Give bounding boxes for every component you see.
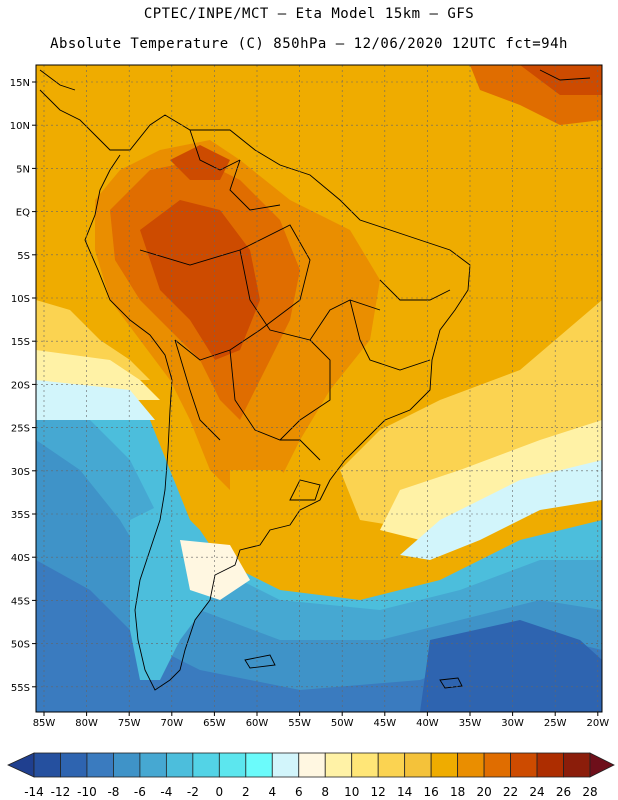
colorbar-swatch xyxy=(86,752,114,778)
colorbar-swatch xyxy=(218,752,247,778)
lon-tick-label: 40W xyxy=(416,718,439,729)
colorbar-tick-label: 18 xyxy=(450,785,465,799)
colorbar-tick-label: -14 xyxy=(24,785,44,799)
colorbar-tick-label: 24 xyxy=(529,785,544,799)
colorbar-tick-label: 10 xyxy=(344,785,359,799)
title-line-2: Absolute Temperature (C) 850hPa – 12/06/… xyxy=(50,36,568,52)
colorbar-tick-label: 0 xyxy=(216,785,224,799)
colorbar-swatch xyxy=(165,752,194,778)
lon-tick-label: 25W xyxy=(544,718,567,729)
lat-tick-label: 50S xyxy=(11,640,30,651)
lat-tick-label: 10N xyxy=(10,121,30,132)
colorbar-tick-label: 6 xyxy=(295,785,303,799)
lat-tick-label: 5S xyxy=(17,251,30,262)
colorbar-tick-label: 16 xyxy=(424,785,439,799)
colorbar-tick-label: -6 xyxy=(134,785,146,799)
lon-tick-label: 85W xyxy=(33,718,56,729)
colorbar-swatch xyxy=(404,752,432,778)
lon-tick-label: 45W xyxy=(373,718,396,729)
colorbar-swatch xyxy=(139,752,167,778)
title-line-1: CPTEC/INPE/MCT – Eta Model 15km – GFS xyxy=(143,6,475,22)
colorbar-swatch xyxy=(510,752,538,778)
colorbar-swatch xyxy=(536,752,564,778)
colorbar-tick-label: 2 xyxy=(242,785,250,799)
lon-tick-label: 20W xyxy=(586,718,609,729)
lat-tick-label: 35S xyxy=(11,510,30,521)
lon-tick-label: 55W xyxy=(288,718,311,729)
colorbar-swatch xyxy=(298,752,326,778)
lon-tick-label: 50W xyxy=(331,718,354,729)
colorbar-swatch xyxy=(113,752,141,778)
colorbar-tick-label: 14 xyxy=(397,785,412,799)
lat-tick-label: 55S xyxy=(11,683,30,694)
colorbar-min-arrow xyxy=(7,752,35,778)
colorbar-tick-label: 8 xyxy=(321,785,329,799)
longitude-axis: 85W 80W 75W 70W 65W 60W 55W 50W 45W 40W 35W 30W 25W 2… xyxy=(33,712,609,729)
colorbar-swatch xyxy=(271,752,300,778)
lat-tick-label: EQ xyxy=(16,208,30,219)
colorbar-swatch xyxy=(563,752,591,778)
colorbar-swatch xyxy=(192,752,220,778)
colorbar-tick-label: -10 xyxy=(77,785,97,799)
colorbar-tick-label: 22 xyxy=(503,785,518,799)
colorbar-tick-label: -8 xyxy=(107,785,119,799)
lat-tick-label: 10S xyxy=(11,294,30,305)
colorbar-max-arrow xyxy=(589,752,615,778)
colorbar-tick-label: 20 xyxy=(476,785,491,799)
lon-tick-label: 80W xyxy=(75,718,98,729)
lon-tick-label: 60W xyxy=(246,718,269,729)
colorbar-tick-label: -2 xyxy=(187,785,199,799)
latitude-axis: 15N 10N 5N EQ 5S 10S 15S 20S 25S 30S 35S 40S 45S 50S 5… xyxy=(10,78,36,694)
lat-tick-label: 15S xyxy=(11,337,30,348)
colorbar-tick-label: -4 xyxy=(160,785,172,799)
colorbar-tick-label: 4 xyxy=(268,785,276,799)
lon-tick-label: 30W xyxy=(501,718,524,729)
colorbar-swatch xyxy=(33,752,61,778)
colorbar-swatch xyxy=(60,752,88,778)
colorbar-swatch xyxy=(483,752,511,778)
graticule xyxy=(36,65,602,712)
lon-tick-label: 75W xyxy=(118,718,141,729)
colorbar-swatch xyxy=(324,752,353,778)
lat-tick-label: 45S xyxy=(11,596,30,607)
colorbar-swatch xyxy=(377,752,406,778)
colorbar-tick-label: 12 xyxy=(371,785,386,799)
lat-tick-label: 25S xyxy=(11,424,30,435)
lat-tick-label: 20S xyxy=(11,380,30,391)
lon-tick-label: 70W xyxy=(160,718,183,729)
lon-tick-label: 65W xyxy=(203,718,226,729)
colorbar-swatch xyxy=(457,752,485,778)
lat-tick-label: 40S xyxy=(11,553,30,564)
colorbar-tick-label: 26 xyxy=(556,785,571,799)
colorbar-tick-label: -12 xyxy=(51,785,71,799)
lat-tick-label: 30S xyxy=(11,467,30,478)
coastline-borders xyxy=(39,69,591,691)
colorbar-tick-label: 28 xyxy=(582,785,597,799)
colorbar xyxy=(7,752,615,778)
colorbar-labels: -14 -12 -10 -8 -6 -4 -2 0 2 4 6 8 10 12 14 16 18 20 22 24 26… xyxy=(24,785,597,799)
lat-tick-label: 5N xyxy=(16,164,30,175)
lon-tick-label: 35W xyxy=(459,718,482,729)
colorbar-swatch xyxy=(351,752,379,778)
colorbar-swatch xyxy=(245,752,273,778)
map-frame xyxy=(35,64,603,713)
lat-tick-label: 15N xyxy=(10,78,30,89)
temperature-field xyxy=(36,65,602,712)
colorbar-swatch xyxy=(430,752,459,778)
